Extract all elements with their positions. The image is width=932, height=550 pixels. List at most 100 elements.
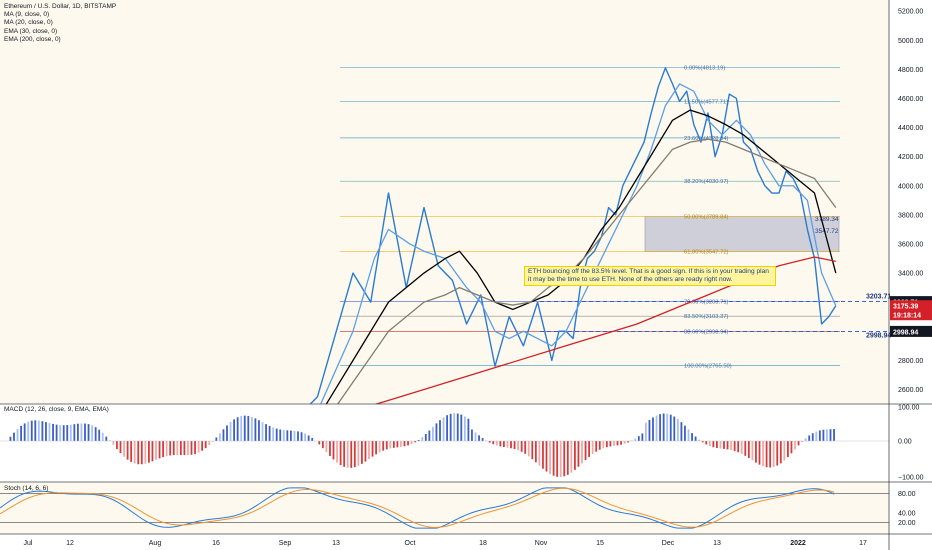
macd-bar-95: [343, 441, 346, 467]
macd-bar-118: [424, 434, 427, 441]
macd-bar-66: [240, 416, 243, 441]
stoch-pane[interactable]: [0, 482, 889, 534]
indicator-ema200[interactable]: EMA (200, close, 0): [4, 35, 61, 43]
macd-bar-59: [215, 437, 218, 441]
macd-bar-136: [488, 441, 491, 443]
macd-bar-42: [155, 441, 157, 460]
time-tick-4: Sep: [279, 540, 292, 547]
macd-bar-57: [208, 441, 211, 446]
macd-bar-120: [432, 426, 434, 441]
macd-bar-114: [410, 441, 413, 445]
macd-bar-23: [87, 424, 90, 441]
time-tick-9: 15: [596, 540, 604, 547]
macd-bar-96: [346, 441, 349, 468]
macd-bar-148: [531, 441, 534, 460]
macd-bar-35: [130, 441, 133, 462]
price-tick-8: 3600.00: [898, 241, 923, 248]
macd-bar-220: [787, 441, 789, 458]
fib-label-0: 0.00%(4813.19): [684, 65, 725, 71]
macd-bar-192: [687, 429, 690, 441]
macd-bar-112: [403, 441, 406, 447]
macd-bar-64: [233, 419, 235, 441]
macd-bar-141: [506, 441, 509, 448]
macd-bar-50: [183, 441, 186, 456]
price-tick-4: 4400.00: [898, 125, 923, 132]
macd-bar-17: [66, 425, 69, 441]
stoch-legend[interactable]: Stoch (14, 6, 6): [4, 485, 49, 492]
macd-bar-75: [272, 427, 275, 441]
macd-bar-67: [243, 415, 246, 441]
price-pane[interactable]: 3789.34 3547.72 0.00%(4813.19) 11.50%(4577.…: [0, 0, 891, 514]
indicator-ema30[interactable]: EMA (30, close, 0): [4, 27, 58, 35]
price-tick-0: 5200.00: [898, 9, 923, 16]
stoch-d-line: [0, 487, 835, 528]
fib-label-7: 83.50%(3103.37): [684, 314, 729, 320]
macd-bar-205: [733, 441, 736, 451]
macd-bar-219: [783, 441, 786, 461]
time-tick-10: Dec: [662, 540, 675, 547]
macd-bar-134: [481, 438, 484, 441]
macd-bar-158: [566, 441, 569, 475]
macd-bar-52: [190, 441, 193, 455]
macd-bar-19: [73, 424, 76, 441]
indicator-ma9[interactable]: MA (9, close, 0): [4, 11, 50, 19]
macd-bar-20: [77, 423, 79, 441]
macd-bar-46: [169, 441, 172, 456]
macd-bar-92: [332, 441, 335, 460]
macd-tick-2: −100.00: [898, 475, 924, 482]
macd-bar-157: [563, 441, 566, 477]
macd-bar-27: [101, 432, 104, 441]
indicator-ma20[interactable]: MA (20, close, 0): [4, 19, 53, 27]
macd-bar-229: [818, 430, 821, 441]
macd-bar-168: [602, 441, 605, 449]
macd-pane[interactable]: [0, 404, 889, 482]
macd-bar-89: [321, 441, 324, 449]
macd-bar-195: [698, 439, 701, 441]
macd-bar-203: [726, 441, 729, 450]
macd-bar-65: [236, 417, 239, 441]
macd-bar-88: [318, 441, 321, 445]
price-label-3: 2998.94: [893, 329, 918, 336]
macd-bar-10: [41, 421, 44, 441]
macd-bar-101: [364, 441, 367, 462]
macd-bar-164: [588, 441, 590, 457]
macd-bar-179: [641, 433, 644, 441]
macd-bar-202: [723, 441, 725, 449]
macd-bar-91: [329, 441, 331, 456]
macd-bar-204: [730, 441, 732, 450]
macd-bar-209: [747, 441, 750, 459]
macd-bar-153: [549, 441, 551, 474]
macd-bar-9: [37, 420, 40, 441]
macd-bar-33: [123, 441, 125, 457]
macd-bar-104: [375, 441, 377, 455]
macd-bar-187: [669, 414, 672, 441]
fib-label-5: 61.80%(3547.72): [684, 250, 729, 256]
macd-bar-128: [460, 414, 463, 441]
macd-bar-122: [439, 420, 441, 441]
macd-bar-14: [55, 424, 58, 441]
macd-bar-126: [453, 413, 456, 441]
macd-bar-110: [396, 441, 399, 448]
macd-bar-137: [492, 441, 495, 445]
macd-bar-131: [471, 429, 473, 441]
macd-bar-80: [290, 430, 292, 441]
macd-bar-188: [673, 416, 676, 441]
macd-bar-16: [62, 425, 65, 441]
macd-bar-78: [282, 429, 285, 441]
macd-bar-130: [467, 418, 470, 441]
macd-bar-109: [392, 441, 395, 448]
fib-label-4: 50.00%(3789.84): [684, 214, 729, 220]
series-ema200: [352, 256, 836, 412]
macd-bar-147: [527, 441, 530, 457]
macd-bar-217: [776, 441, 779, 466]
macd-bar-45: [165, 441, 168, 457]
macd-bar-44: [162, 441, 164, 458]
macd-bar-69: [250, 416, 253, 441]
macd-bar-197: [705, 441, 708, 445]
macd-bar-34: [126, 441, 129, 460]
macd-legend[interactable]: MACD (12, 26, close, 9, EMA, EMA): [4, 406, 109, 413]
macd-bar-125: [449, 413, 452, 441]
annotation-note[interactable]: ETH bouncing off the 83.5% level. That i…: [524, 266, 776, 286]
fib-label-6: 78.60%(3203.71): [684, 300, 729, 306]
